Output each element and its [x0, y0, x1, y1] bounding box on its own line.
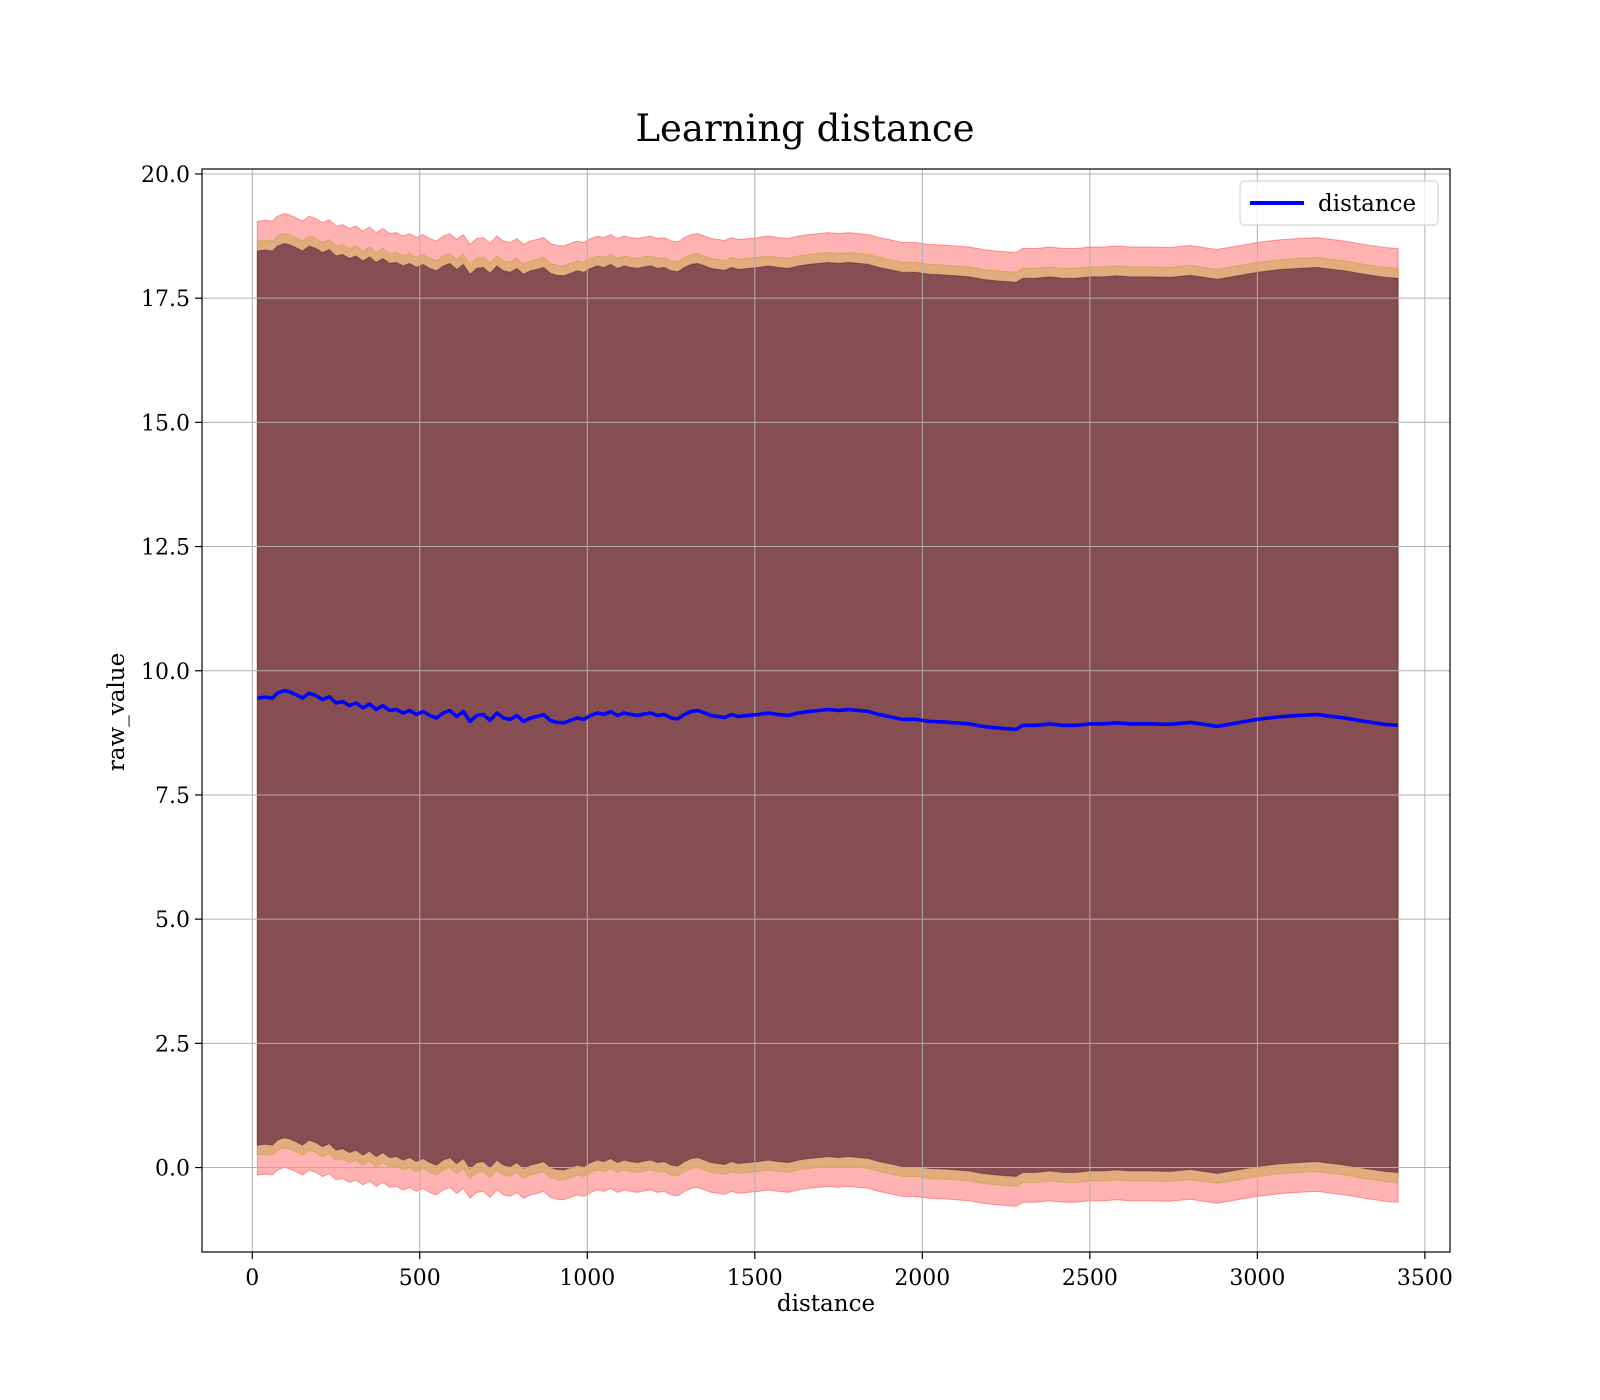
y-tick-label: 20.0: [141, 163, 190, 188]
series-layer: [257, 688, 1399, 732]
series-line-distance: [257, 688, 1399, 732]
y-tick-label: 15.0: [141, 411, 190, 436]
grid-layer: [202, 169, 1450, 1252]
x-tick-label: 3000: [1229, 1266, 1285, 1291]
y-tick-label: 2.5: [155, 1032, 190, 1057]
legend-box: [1239, 180, 1439, 226]
x-tick-label: 1000: [559, 1266, 615, 1291]
legend-label-distance: distance: [1318, 191, 1416, 217]
x-axis-label: distance: [777, 1291, 875, 1317]
x-tick-label: 1500: [727, 1266, 783, 1291]
chart-title: Learning distance: [635, 107, 974, 150]
x-tick-label: 0: [245, 1266, 259, 1291]
y-tick-label: 7.5: [155, 784, 190, 809]
x-tick-label: 2500: [1062, 1266, 1118, 1291]
y-tick-label: 17.5: [141, 287, 190, 312]
x-tick-label: 3500: [1397, 1266, 1453, 1291]
y-tick-label: 0.0: [155, 1157, 190, 1182]
y-tick-label: 5.0: [155, 908, 190, 933]
y-tick-label: 10.0: [141, 660, 190, 685]
legend: distance: [1239, 180, 1439, 226]
x-tick-label: 2000: [894, 1266, 950, 1291]
y-tick-label: 12.5: [141, 536, 190, 561]
y-axis: 0.0 2.5 5.0 7.5 10.0 12.5 15.0 17.5 20.0: [141, 163, 202, 1182]
x-tick-label: 500: [399, 1266, 441, 1291]
plot-frame: [201, 168, 1451, 1253]
x-axis: 0 500 1000 1500 2000 2500 3000 3500: [245, 1252, 1453, 1291]
y-axis-label: raw_value: [104, 653, 130, 771]
